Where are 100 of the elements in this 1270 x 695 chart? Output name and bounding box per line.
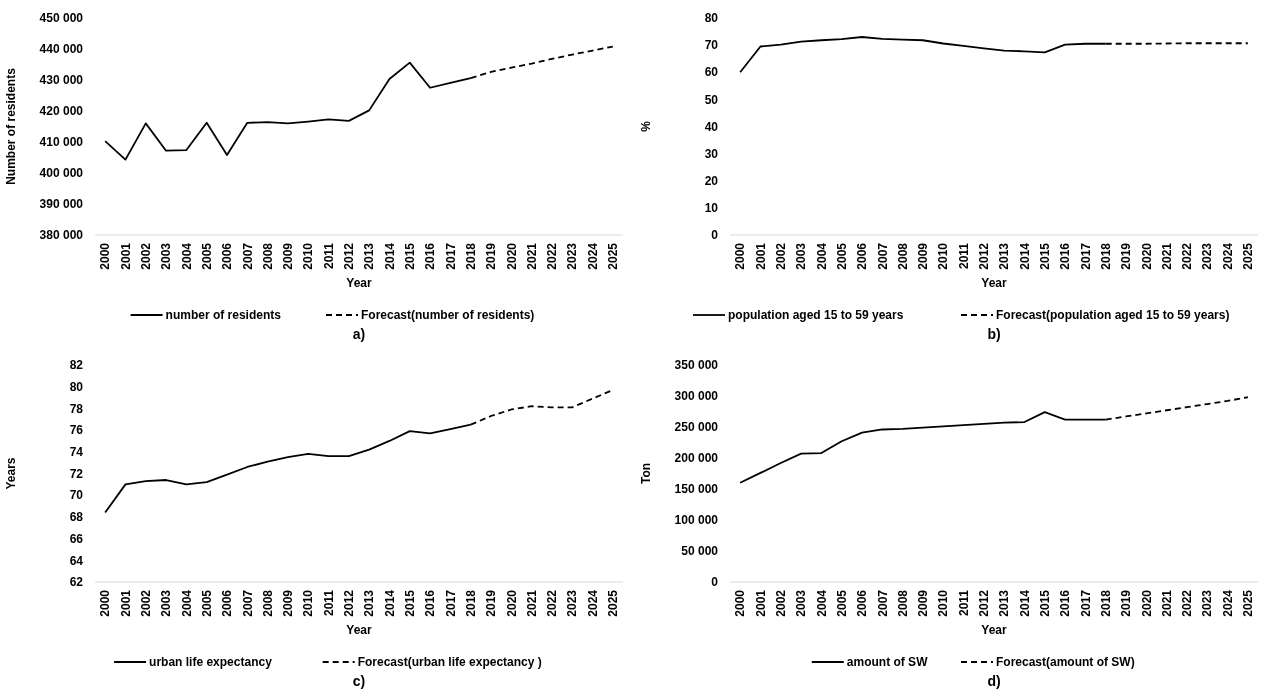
x-tick-label: 2023 (565, 242, 580, 270)
x-tick-label: 2009 (281, 589, 296, 617)
x-tick-label: 2005 (199, 589, 214, 617)
x-tick-label: 2009 (916, 242, 931, 270)
x-tick-label: 2021 (1159, 589, 1174, 617)
x-tick-label: 2004 (179, 242, 194, 270)
x-tick-label: 2018 (1098, 242, 1113, 270)
y-axis-title: Ton (639, 462, 653, 485)
x-tick-label: 2013 (362, 589, 377, 617)
x-tick-label: 2007 (875, 589, 890, 617)
x-tick-label: 2021 (524, 242, 539, 270)
x-tick-label: 2025 (606, 242, 621, 270)
x-tick-label: 2013 (997, 589, 1012, 617)
x-tick-label: 2002 (138, 242, 153, 270)
x-tick-label: 2011 (321, 589, 336, 617)
y-tick-label: 70 (704, 38, 719, 53)
y-tick-label: 400 000 (39, 166, 84, 181)
x-tick-label: 2014 (382, 589, 397, 617)
x-tick-label: 2019 (484, 589, 499, 617)
x-tick-label: 2003 (794, 242, 809, 270)
y-axis-title: % (639, 120, 653, 132)
x-tick-label: 2006 (855, 242, 870, 270)
x-tick-label: 2003 (159, 242, 174, 270)
x-tick-label: 2023 (565, 589, 580, 617)
y-tick-label: 60 (704, 65, 719, 80)
x-tick-label: 2017 (443, 242, 458, 270)
legend-label: amount of SW (846, 655, 929, 670)
y-tick-label: 200 000 (674, 451, 719, 466)
x-tick-label: 2007 (875, 242, 890, 270)
x-tick-label: 2001 (118, 242, 133, 270)
x-tick-label: 2005 (834, 589, 849, 617)
x-tick-label: 2024 (1220, 589, 1235, 617)
x-tick-label: 2000 (98, 242, 113, 270)
y-tick-label: 150 000 (674, 482, 719, 497)
y-tick-label: 78 (69, 401, 84, 416)
x-tick-label: 2013 (997, 242, 1012, 270)
x-tick-label: 2008 (260, 242, 275, 270)
y-tick-label: 440 000 (39, 42, 84, 57)
x-tick-label: 2008 (260, 589, 275, 617)
legend-label: urban life expectancy (149, 655, 273, 670)
x-tick-label: 2021 (524, 589, 539, 617)
x-tick-label: 2012 (977, 242, 992, 270)
x-tick-label: 2004 (814, 242, 829, 270)
x-tick-label: 2017 (1078, 589, 1093, 617)
legend-label: number of residents (165, 308, 282, 323)
y-tick-label: 50 (704, 92, 719, 107)
text: d) (987, 673, 1001, 689)
y-tick-label: 82 (69, 358, 84, 373)
x-tick-label: 2005 (199, 242, 214, 270)
x-tick-label: 2000 (733, 242, 748, 270)
text: a) (352, 326, 366, 342)
text: c) (352, 673, 366, 689)
x-tick-label: 2020 (1139, 242, 1154, 270)
y-tick-label: 20 (704, 173, 719, 188)
x-tick-label: 2008 (895, 242, 910, 270)
y-tick-label: 100 000 (674, 513, 719, 528)
x-tick-label: 2025 (606, 589, 621, 617)
x-tick-label: 2015 (402, 242, 417, 270)
x-axis-title: Year (346, 623, 373, 637)
x-tick-label: 2001 (753, 589, 768, 617)
x-tick-label: 2022 (1180, 589, 1195, 617)
x-tick-label: 2024 (585, 242, 600, 270)
x-tick-label: 2022 (545, 589, 560, 617)
y-tick-label: 430 000 (39, 73, 84, 88)
y-tick-label: 80 (69, 379, 84, 394)
x-tick-label: 2003 (794, 589, 809, 617)
y-tick-label: 72 (69, 466, 84, 481)
x-tick-label: 2023 (1200, 589, 1215, 617)
y-tick-label: 64 (69, 553, 84, 568)
x-tick-label: 2012 (977, 589, 992, 617)
x-tick-label: 2005 (834, 242, 849, 270)
x-tick-label: 2002 (773, 589, 788, 617)
x-tick-label: 2015 (402, 589, 417, 617)
x-tick-label: 2020 (1139, 589, 1154, 617)
x-tick-label: 2011 (321, 242, 336, 270)
x-tick-label: 2014 (1017, 242, 1032, 270)
x-tick-label: 2025 (1241, 589, 1256, 617)
y-axis-title: Number of residents (4, 67, 18, 185)
x-tick-label: 2025 (1241, 242, 1256, 270)
x-axis-title: Year (981, 276, 1008, 290)
x-tick-label: 2018 (463, 589, 478, 617)
y-tick-label: 390 000 (39, 197, 84, 212)
x-tick-label: 2022 (545, 242, 560, 270)
y-tick-label: 0 (711, 228, 719, 243)
x-tick-label: 2011 (956, 242, 971, 270)
y-tick-label: 80 (704, 11, 719, 26)
x-tick-label: 2010 (301, 242, 316, 270)
x-tick-label: 2006 (220, 589, 235, 617)
legend-label: Forecast(number of residents) (361, 308, 535, 323)
x-tick-label: 2000 (98, 589, 113, 617)
y-tick-label: 76 (69, 423, 84, 438)
y-tick-label: 10 (704, 201, 719, 216)
x-tick-label: 2017 (443, 589, 458, 617)
y-tick-label: 70 (69, 488, 84, 503)
x-tick-label: 2014 (382, 242, 397, 270)
legend-label: population aged 15 to 59 years (728, 308, 904, 323)
x-tick-label: 2002 (773, 242, 788, 270)
x-tick-label: 2023 (1200, 242, 1215, 270)
x-tick-label: 2009 (916, 589, 931, 617)
x-tick-label: 2014 (1017, 589, 1032, 617)
